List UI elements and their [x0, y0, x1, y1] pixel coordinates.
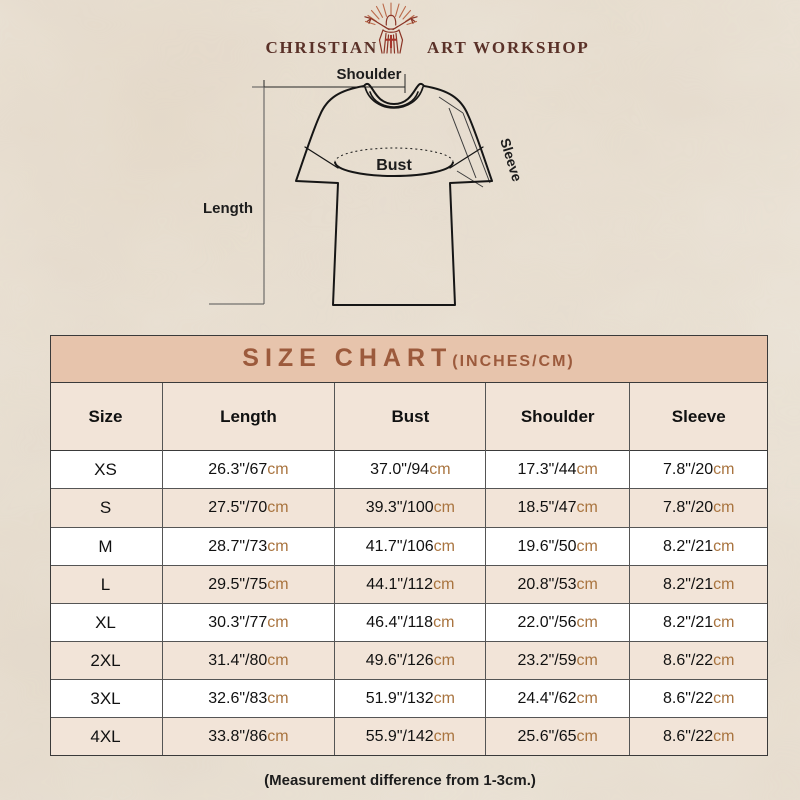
svg-text:Shoulder: Shoulder — [336, 66, 401, 83]
svg-text:Bust: Bust — [376, 157, 412, 174]
svg-text:Sleeve: Sleeve — [497, 136, 525, 183]
svg-text:Length: Length — [203, 200, 253, 217]
